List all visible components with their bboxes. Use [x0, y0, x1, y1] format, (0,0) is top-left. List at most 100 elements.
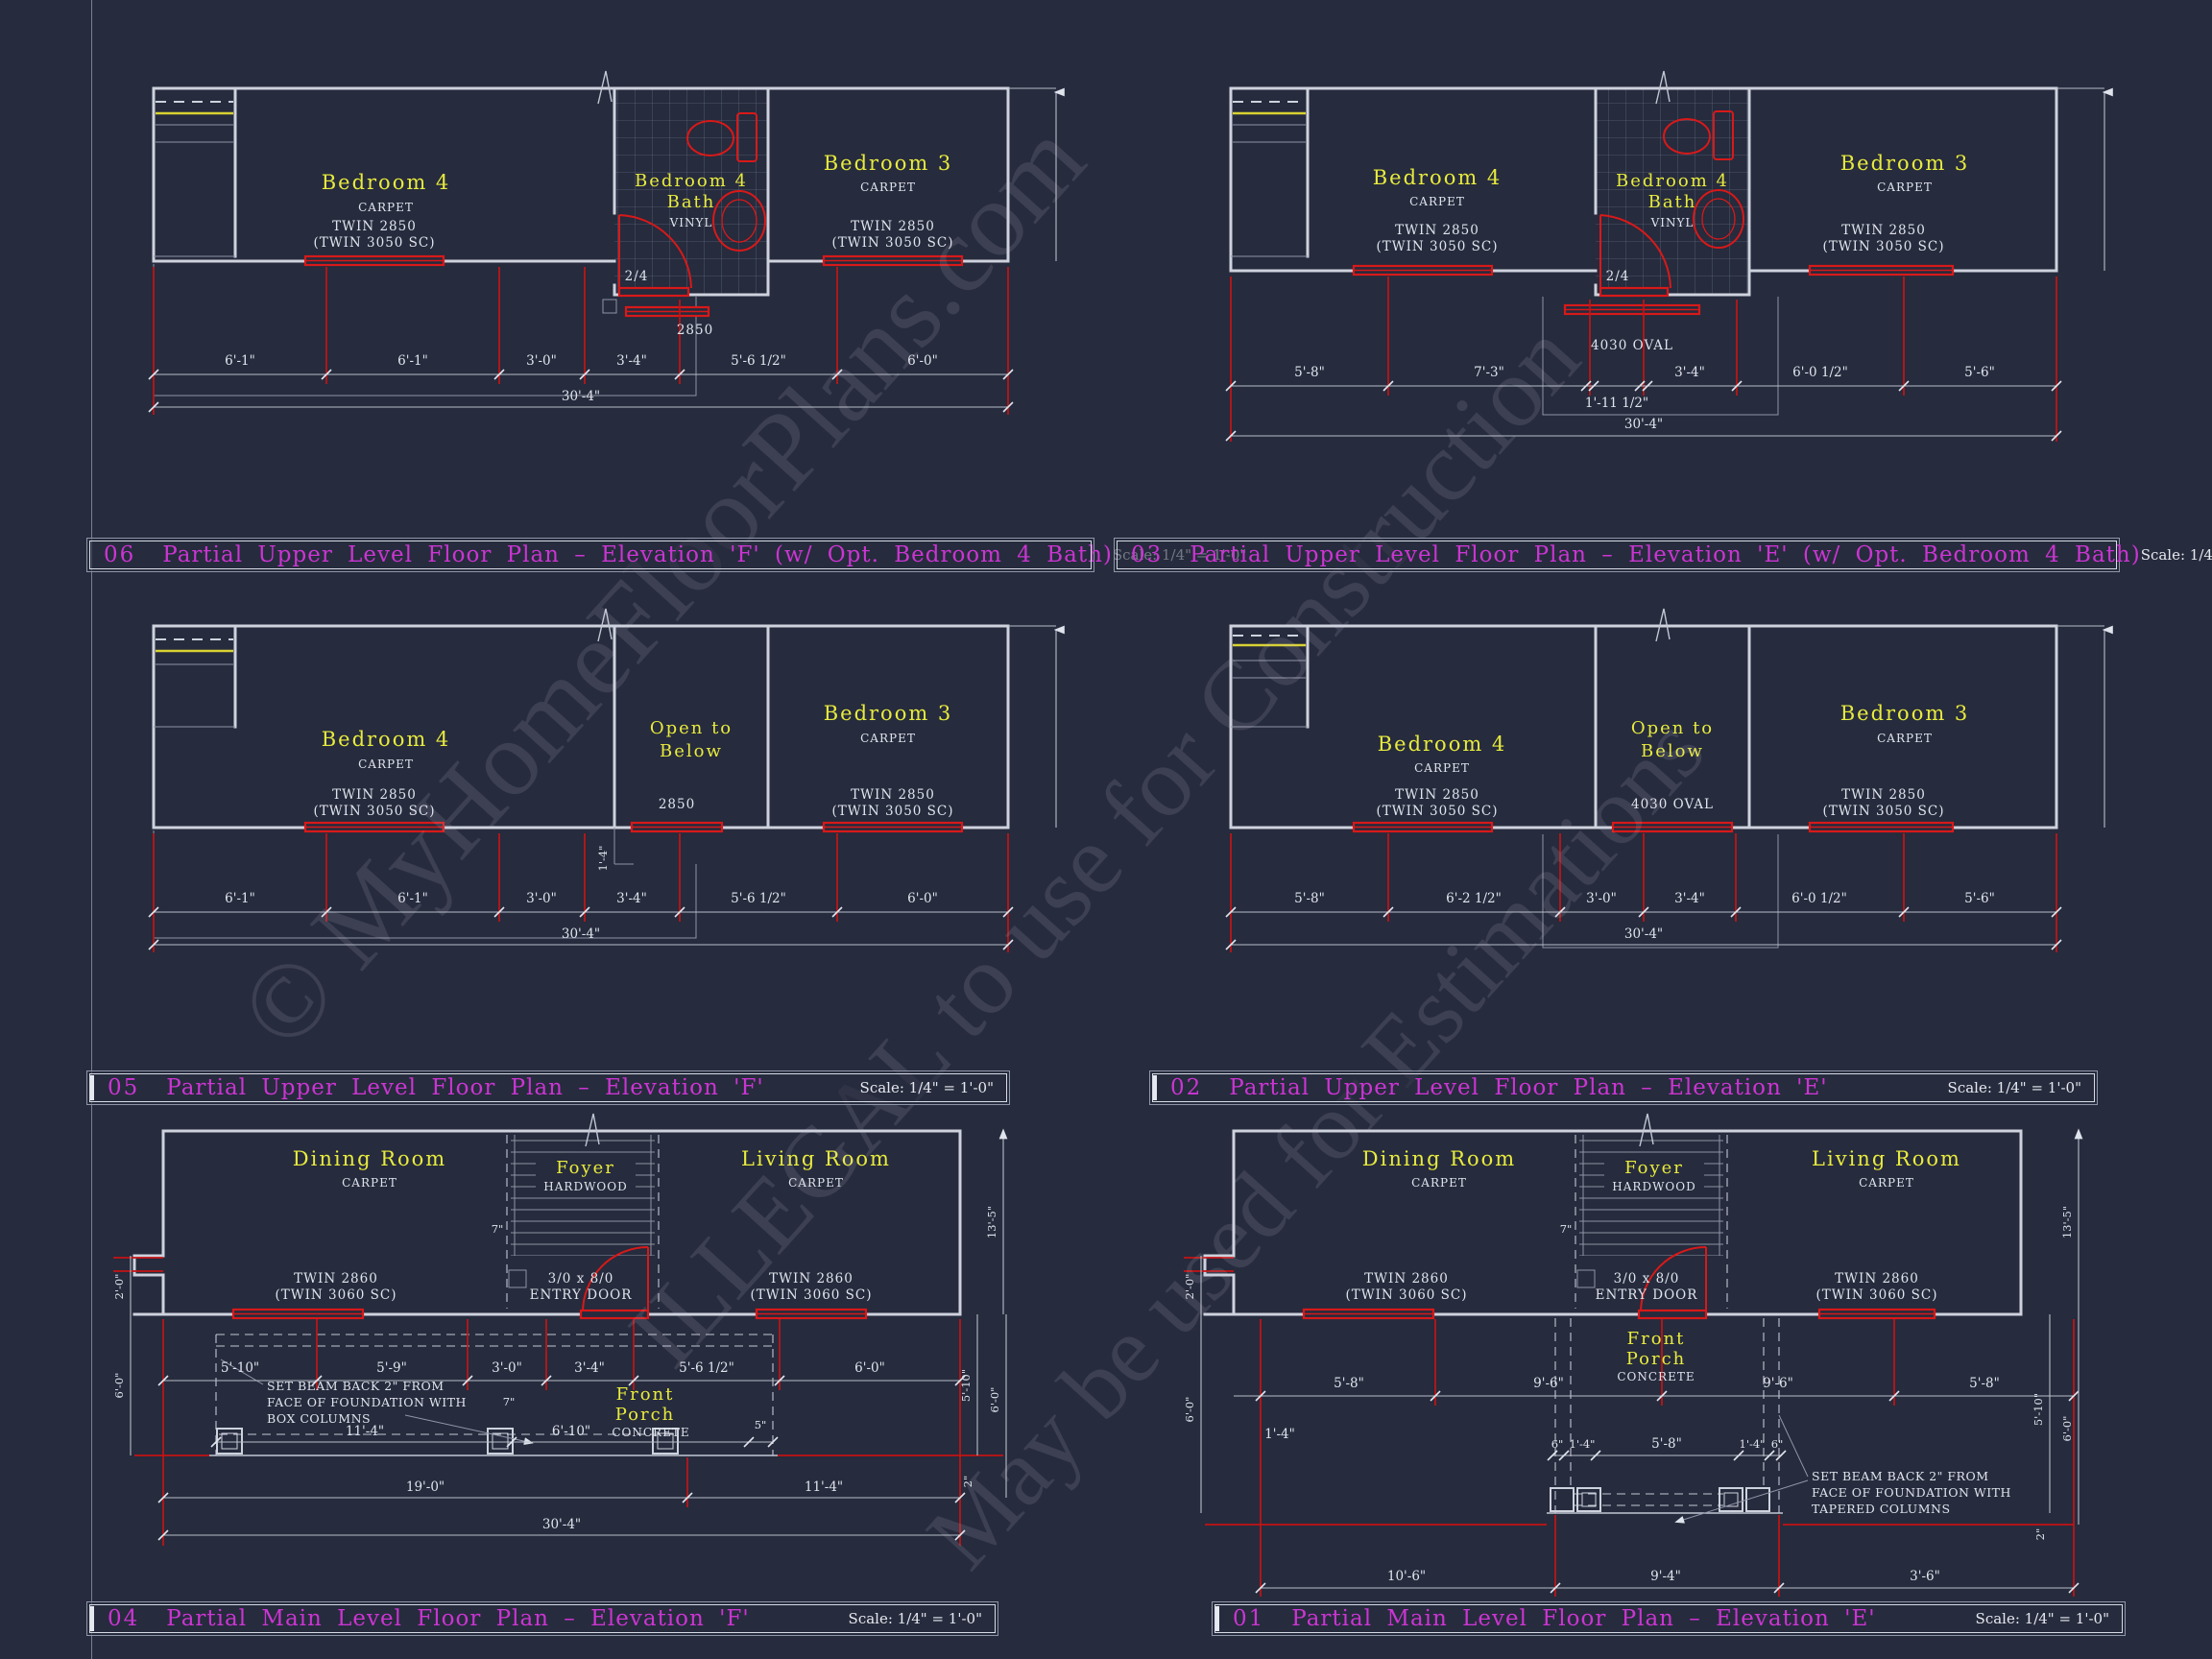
room-label-open2: Below	[1641, 741, 1704, 761]
window-bedroom3	[1808, 821, 1955, 833]
titlebar-03: 03 Partial Upper Level Floor Plan – Elev…	[1114, 538, 2212, 572]
dim-label: 1'-4"	[1570, 1437, 1596, 1451]
note-text: FACE OF FOUNDATION WITH	[1812, 1485, 2011, 1500]
window-label: TWIN 2860	[294, 1271, 378, 1286]
room-label-open2: Below	[660, 741, 723, 761]
window-label: TWIN 2850	[851, 787, 935, 803]
titlebar-mark	[1153, 1075, 1157, 1100]
window-label: TWIN 2850	[332, 219, 417, 234]
floor-label: CARPET	[1414, 761, 1470, 775]
window-oval	[1563, 303, 1701, 316]
dim-total: 30'-4"	[562, 926, 600, 942]
room-label-bedroom4: Bedroom 4	[1378, 733, 1507, 756]
window-label: (TWIN 3050 SC)	[1822, 804, 1944, 819]
room-label-foyer: Foyer	[1624, 1158, 1684, 1178]
dimensions: 5'-10" 5'-9" 3'-0" 3'-4" 5'-6 1/2" 6'-0"…	[112, 1128, 1008, 1546]
dim-label: 6'-1"	[397, 891, 428, 906]
titlebar-04: 04 Partial Main Level Floor Plan – Eleva…	[86, 1601, 998, 1636]
room-label-open: Open to	[650, 718, 733, 738]
window-label: 2850	[659, 797, 695, 812]
dimensions: 5'-8" 9'-6" 9'-6" 5'-8" 1'-4" 6" 1'-4" 5…	[1183, 1128, 2083, 1597]
window-living	[755, 1308, 868, 1320]
dim-label: 6'-1"	[225, 353, 255, 369]
plan-number: 06	[104, 542, 136, 567]
window-label: (TWIN 3050 SC)	[313, 804, 435, 819]
plan-title: Partial Main Level Floor Plan – Elevatio…	[1291, 1606, 1876, 1631]
note-text: BOX COLUMNS	[267, 1411, 371, 1426]
dim-label: 13'-5"	[2060, 1206, 2074, 1238]
window-label: 4030 OVAL	[1591, 338, 1673, 353]
floorplan-06: 6'-1" 6'-1" 3'-0" 3'-4" 5'-6 1/2" 6'-0" …	[148, 70, 1065, 415]
window-label: TWIN 2860	[1364, 1271, 1449, 1286]
door-label: 2/4	[625, 269, 649, 284]
room-label-bedroom3: Bedroom 3	[824, 702, 953, 725]
dim-label: 1'-4"	[1740, 1437, 1766, 1451]
room-label-bedroom4: Bedroom 4	[1373, 166, 1503, 189]
window-oval	[1611, 821, 1734, 833]
door-label: 3/0 x 8/0	[1614, 1271, 1680, 1286]
window-open-below	[630, 821, 724, 833]
floor-label: CONCRETE	[1617, 1370, 1695, 1383]
window-label: (TWIN 3060 SC)	[1345, 1287, 1467, 1303]
window-label: (TWIN 3060 SC)	[750, 1287, 872, 1303]
window-label: TWIN 2860	[1835, 1271, 1919, 1286]
window-label: TWIN 2850	[1395, 787, 1479, 803]
dim-label: 3'-4"	[616, 891, 647, 906]
plan-scale: Scale: 1/4" = 1'-0"	[848, 1610, 982, 1627]
walls	[152, 608, 1010, 939]
dimensions: 5'-8" 7'-3" 3'-4" 6'-0 1/2" 5'-6" 1'-11 …	[1225, 87, 2113, 442]
dimensions: 5'-8" 6'-2 1/2" 3'-0" 3'-4" 6'-0 1/2" 5'…	[1225, 625, 2113, 952]
floorplan-04: 5'-10" 5'-9" 3'-0" 3'-4" 5'-6 1/2" 6'-0"…	[112, 1113, 1008, 1546]
floor-label: CARPET	[788, 1176, 844, 1190]
window-bedroom4	[1352, 821, 1494, 833]
dim-label: 5'-6"	[1964, 891, 1995, 906]
dim-label: 19'-0"	[406, 1479, 445, 1495]
dim-label: 3'-0"	[526, 353, 557, 369]
plan-scale: Scale: 1/4" = 1'-0"	[2140, 546, 2212, 564]
window-bedroom3	[822, 821, 964, 833]
window-label: TWIN 2850	[1841, 787, 1926, 803]
dim-label: 7'-3"	[1474, 365, 1504, 380]
dim-label: 6'-0 1/2"	[1792, 365, 1848, 380]
window-label: (TWIN 3050 SC)	[313, 235, 435, 251]
door-label: ENTRY DOOR	[1596, 1287, 1698, 1303]
plan-number: 05	[108, 1075, 140, 1100]
dim-label: 2"	[961, 1476, 974, 1488]
room-label-porch2: Porch	[1626, 1349, 1687, 1369]
floor-label: CONCRETE	[612, 1426, 689, 1439]
dim-label: 3'-0"	[526, 891, 557, 906]
floorplan-01: 5'-8" 9'-6" 9'-6" 5'-8" 1'-4" 6" 1'-4" 5…	[1183, 1113, 2083, 1597]
room-label-porch2: Porch	[615, 1405, 676, 1425]
floor-label: CARPET	[342, 1176, 397, 1190]
window-label: (TWIN 3050 SC)	[1822, 239, 1944, 254]
room-label-dining: Dining Room	[293, 1147, 446, 1170]
plan-number: 03	[1131, 542, 1164, 567]
window-label: TWIN 2850	[1841, 223, 1926, 238]
dim-label: 5'-6"	[1964, 365, 1995, 380]
room-label-bedroom3: Bedroom 3	[824, 152, 953, 175]
dim-jog: 1'-4"	[596, 846, 610, 872]
walls	[1184, 1113, 2023, 1316]
floor-label: CARPET	[358, 757, 414, 771]
titlebar-01: 01 Partial Main Level Floor Plan – Eleva…	[1212, 1601, 2126, 1636]
sheet-border-line	[91, 0, 92, 1659]
room-label-bath: Bedroom 4	[1616, 171, 1729, 191]
plan-scale: Scale: 1/4" = 1'-0"	[1947, 1079, 2081, 1096]
titlebar-06: 06 Partial Upper Level Floor Plan – Elev…	[86, 538, 1246, 572]
door-label: 2/4	[1606, 269, 1630, 284]
room-label-bedroom3: Bedroom 3	[1840, 152, 1970, 175]
dim-label: 6'-0"	[112, 1373, 126, 1399]
plan-number: 04	[108, 1606, 140, 1631]
floor-label: VINYL	[1650, 216, 1695, 229]
floorplan-05: 6'-1" 6'-1" 3'-0" 3'-4" 5'-6 1/2" 6'-0" …	[148, 608, 1065, 952]
titlebar-02: 02 Partial Upper Level Floor Plan – Elev…	[1149, 1070, 2098, 1105]
dim-label: 6'-2 1/2"	[1446, 891, 1502, 906]
room-label-porch: Front	[1627, 1329, 1686, 1349]
dim-label: 6"	[1551, 1437, 1564, 1451]
walls	[1229, 70, 2058, 416]
bath-fixtures	[617, 112, 766, 298]
bath-fixtures	[1599, 110, 1744, 298]
dim-label: 3'-6"	[1910, 1569, 1940, 1584]
dim-label: 6'-1"	[397, 353, 428, 369]
dim-label: 5'-10"	[2032, 1393, 2045, 1426]
